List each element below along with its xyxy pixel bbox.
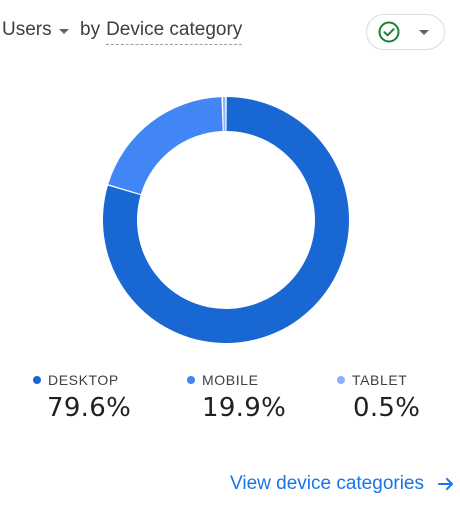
legend-item-mobile: MOBILE 19.9%	[187, 372, 286, 423]
chart-legend: DESKTOP 79.6% MOBILE 19.9% TABLET 0.5%	[0, 372, 460, 432]
legend-item-tablet: TABLET 0.5%	[337, 372, 420, 423]
legend-item-desktop: DESKTOP 79.6%	[33, 372, 131, 423]
check-circle-icon	[378, 21, 400, 43]
metric-dropdown[interactable]: Users	[2, 19, 69, 41]
data-quality-button[interactable]	[366, 14, 445, 50]
card-header: Users by Device category	[0, 14, 460, 50]
metric-label: Users	[2, 19, 52, 40]
arrow-right-icon	[438, 478, 453, 490]
legend-value-desktop: 79.6%	[47, 393, 132, 423]
device-donut-chart	[103, 97, 349, 343]
legend-label-desktop: DESKTOP	[48, 372, 119, 388]
view-device-categories-link[interactable]: View device categories	[230, 473, 456, 495]
legend-value-mobile: 19.9%	[202, 393, 287, 423]
legend-label-tablet: TABLET	[352, 372, 408, 388]
donut-slice-tablet[interactable]	[222, 97, 226, 132]
legend-dot	[187, 376, 195, 384]
legend-label-mobile: MOBILE	[202, 372, 259, 388]
donut-slice-mobile[interactable]	[108, 97, 223, 195]
legend-dot	[337, 376, 345, 384]
by-prefix: by	[80, 19, 101, 40]
view-link-label: View device categories	[230, 473, 424, 494]
legend-value-tablet: 0.5%	[353, 393, 421, 423]
caret-down-icon	[58, 28, 69, 34]
legend-dot	[33, 376, 41, 384]
chevron-down-icon	[419, 29, 429, 35]
dimension-group: by Device category	[80, 19, 243, 45]
dimension-dropdown[interactable]: Device category	[106, 19, 243, 45]
